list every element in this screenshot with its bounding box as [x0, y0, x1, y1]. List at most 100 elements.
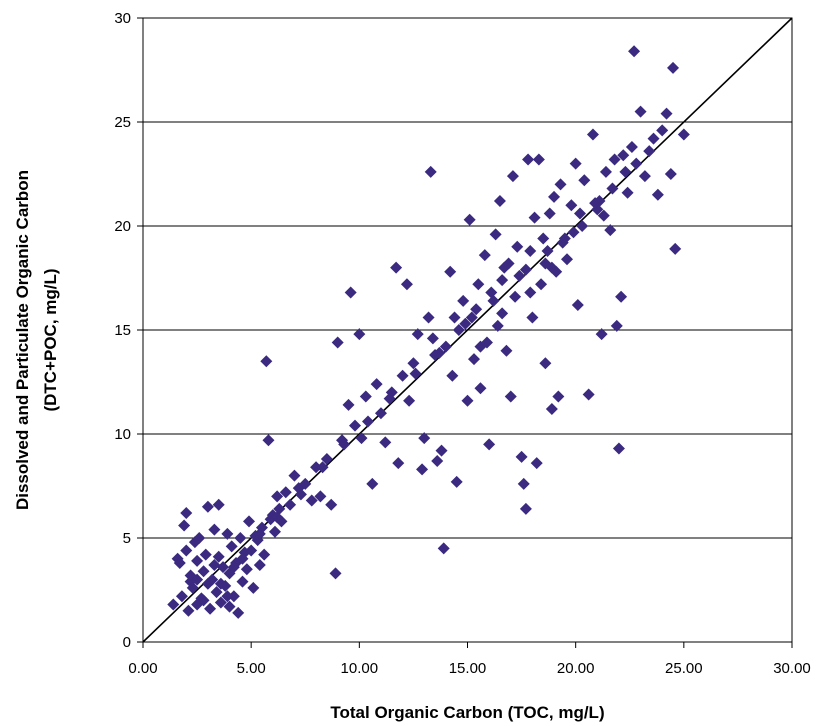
data-point: [615, 290, 628, 303]
data-point: [271, 490, 284, 503]
data-point: [467, 353, 480, 366]
data-point: [431, 455, 444, 468]
data-point: [498, 261, 511, 274]
data-point: [519, 502, 532, 515]
x-tick-label: 10.00: [341, 660, 379, 677]
data-point: [225, 540, 238, 553]
data-point: [667, 61, 680, 74]
data-point: [409, 367, 422, 380]
data-point: [535, 278, 548, 291]
data-point: [314, 490, 327, 503]
data-point: [496, 274, 509, 287]
data-point: [474, 382, 487, 395]
data-point: [411, 328, 424, 341]
data-point: [342, 398, 355, 411]
data-point: [383, 392, 396, 405]
reference-line: [142, 17, 793, 643]
data-point: [597, 209, 610, 222]
data-point: [353, 328, 366, 341]
data-point: [457, 294, 470, 307]
data-point: [212, 498, 225, 511]
x-axis-ticks: 0.00 5.00 10.00 15.00 20.00 25.00 30.00: [128, 642, 811, 677]
data-point: [249, 529, 262, 542]
data-point: [227, 590, 240, 603]
data-point: [511, 240, 524, 253]
data-point: [543, 207, 556, 220]
x-axis-label: Total Organic Carbon (TOC, mg/L): [330, 703, 604, 722]
data-point: [400, 278, 413, 291]
data-point: [567, 226, 580, 239]
data-point: [320, 452, 333, 465]
data-point: [669, 242, 682, 255]
data-point: [539, 357, 552, 370]
data-point: [208, 523, 221, 536]
data-point: [260, 355, 273, 368]
data-point: [310, 461, 323, 474]
data-point: [589, 197, 602, 210]
data-point: [638, 170, 651, 183]
data-point: [450, 475, 463, 488]
data-point: [491, 319, 504, 332]
data-point: [349, 419, 362, 432]
data-point: [643, 145, 656, 158]
data-point: [459, 317, 472, 330]
data-point: [433, 346, 446, 359]
data-point: [647, 132, 660, 145]
data-point: [210, 586, 223, 599]
data-point: [604, 224, 617, 237]
y-tick-label: 10: [114, 426, 131, 443]
data-point: [537, 232, 550, 245]
data-point: [262, 434, 275, 447]
data-point: [212, 550, 225, 563]
data-point: [268, 525, 281, 538]
data-point: [299, 477, 312, 490]
data-point: [571, 299, 584, 312]
data-point: [240, 563, 253, 576]
data-point: [223, 600, 236, 613]
data-point: [569, 157, 582, 170]
data-point: [221, 590, 234, 603]
data-point: [167, 598, 180, 611]
data-point: [483, 438, 496, 451]
data-point: [524, 244, 537, 257]
data-point: [621, 186, 634, 199]
data-point: [214, 577, 227, 590]
data-point: [515, 450, 528, 463]
data-point: [493, 195, 506, 208]
data-point: [500, 344, 513, 357]
data-point: [392, 457, 405, 470]
data-point: [243, 515, 256, 528]
data-point: [221, 527, 234, 540]
data-point: [625, 140, 638, 153]
data-point: [558, 232, 571, 245]
data-point: [271, 511, 284, 524]
data-point: [439, 340, 452, 353]
data-point: [199, 548, 212, 561]
data-point: [517, 477, 530, 490]
data-point: [338, 438, 351, 451]
data-point: [612, 442, 625, 455]
data-point: [545, 261, 558, 274]
data-point: [526, 311, 539, 324]
data-point: [548, 190, 561, 203]
data-point: [294, 488, 307, 501]
data-point: [197, 565, 210, 578]
data-point: [180, 544, 193, 557]
data-point: [234, 532, 247, 544]
data-point: [628, 45, 641, 58]
data-point: [463, 213, 476, 226]
data-point: [664, 168, 677, 180]
x-tick-label: 20.00: [557, 660, 595, 677]
y-axis-label-line2: (DTC+POC, mg/L): [41, 268, 60, 411]
y-tick-label: 25: [114, 114, 131, 131]
x-tick-label: 25.00: [665, 660, 703, 677]
data-point: [416, 463, 429, 476]
data-point: [331, 336, 344, 349]
data-point: [370, 378, 383, 391]
y-axis-ticks: 0 5 10 15 20 25 30: [114, 10, 143, 651]
data-point: [208, 559, 221, 572]
data-point: [253, 559, 266, 572]
data-point: [573, 207, 586, 220]
data-point: [217, 561, 230, 574]
data-point: [284, 498, 297, 511]
